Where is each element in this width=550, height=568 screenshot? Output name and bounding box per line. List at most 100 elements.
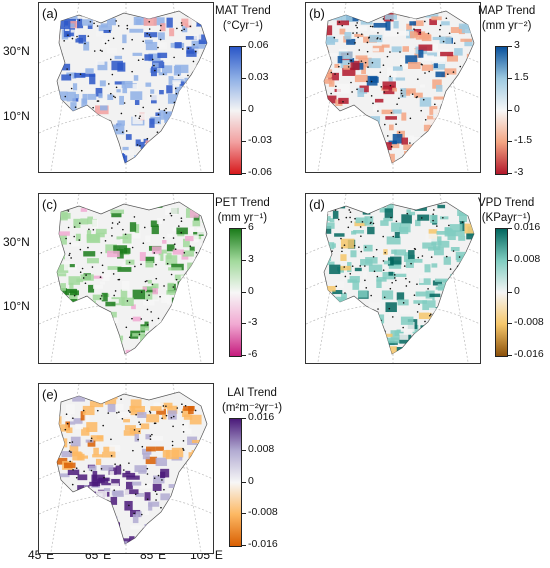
trend-cell — [368, 302, 382, 310]
significance-dot — [461, 330, 463, 333]
trend-cell — [64, 113, 72, 124]
trend-cell — [413, 20, 424, 27]
trend-cell — [87, 514, 99, 522]
trend-cell — [143, 300, 155, 306]
trend-cell — [325, 151, 333, 160]
colorbar-tick — [242, 513, 246, 515]
trend-cell — [198, 461, 207, 470]
significance-dot — [149, 412, 152, 414]
trend-cell — [324, 78, 333, 84]
colorbar-title-line1: VPD Trend — [478, 197, 535, 209]
significance-dot — [128, 336, 131, 339]
trend-cell — [162, 153, 175, 159]
trend-cell — [463, 100, 469, 109]
trend-cell — [324, 222, 335, 229]
significance-dot — [146, 280, 148, 282]
trend-cell — [404, 151, 416, 161]
trend-cell — [343, 65, 350, 70]
trend-cell — [324, 73, 332, 79]
significance-dot — [382, 138, 384, 141]
trend-cell — [87, 440, 96, 447]
significance-dot — [349, 216, 351, 219]
significance-dot — [341, 247, 343, 249]
significance-dot — [456, 272, 459, 274]
trend-cell — [344, 345, 355, 351]
trend-cell — [111, 478, 120, 486]
significance-dot — [132, 449, 134, 452]
trend-cell — [190, 471, 198, 476]
trend-cell — [80, 208, 88, 212]
trend-cell — [90, 160, 105, 163]
trend-cell — [117, 412, 131, 420]
significance-dot — [111, 227, 113, 229]
significance-dot — [72, 498, 75, 500]
trend-cell — [82, 405, 95, 416]
significance-dot — [69, 300, 72, 302]
trend-cell — [353, 230, 365, 234]
trend-cell — [339, 28, 346, 35]
significance-dot — [187, 47, 190, 50]
significance-dot — [420, 109, 423, 112]
trend-cell — [430, 214, 438, 224]
significance-dot — [153, 477, 156, 480]
trend-cell — [98, 93, 103, 99]
significance-dot — [84, 282, 87, 285]
significance-dot — [146, 299, 149, 302]
significance-dot — [157, 317, 160, 320]
significance-dot — [69, 252, 71, 255]
trend-cell — [156, 320, 165, 327]
trend-cell — [450, 347, 458, 354]
significance-dot — [104, 42, 107, 45]
significance-dot — [364, 279, 366, 282]
trend-cell — [393, 273, 407, 277]
trend-cell — [431, 263, 438, 268]
panel-label: (d) — [309, 197, 325, 212]
significance-dot — [389, 287, 392, 290]
trend-cell — [141, 448, 152, 455]
trend-cell — [72, 452, 83, 461]
trend-cell — [438, 114, 445, 124]
significance-dot — [82, 512, 84, 515]
significance-dot — [338, 21, 341, 23]
colorbar-tick — [508, 291, 512, 293]
significance-dot — [418, 303, 420, 306]
trend-cell — [168, 534, 174, 544]
significance-dot — [138, 117, 141, 119]
colorbar-title: LAI Trend (m²m⁻²yr⁻¹) — [222, 386, 282, 416]
colorbar-tick-label: 0.008 — [514, 252, 541, 265]
trend-cell — [444, 68, 457, 75]
trend-cell — [121, 281, 130, 291]
trend-cell — [77, 529, 82, 536]
trend-cell — [188, 16, 197, 26]
trend-cell — [87, 93, 97, 100]
significance-dot — [364, 265, 366, 267]
trend-cell — [190, 327, 203, 334]
trend-cell — [466, 103, 474, 112]
trend-cell — [95, 490, 108, 500]
trend-cell — [324, 285, 336, 292]
significance-dot — [159, 38, 162, 41]
trend-cell — [101, 136, 113, 146]
trend-cell — [366, 143, 378, 152]
significance-dot — [195, 266, 198, 268]
trend-cell — [96, 30, 104, 37]
significance-dot — [416, 283, 418, 285]
significance-dot — [390, 145, 393, 148]
significance-dot — [160, 24, 162, 27]
significance-dot — [372, 102, 374, 105]
trend-cell — [366, 75, 378, 86]
significance-dot — [112, 37, 115, 40]
trend-cell — [125, 349, 131, 354]
trend-cell — [411, 137, 425, 143]
trend-cell — [77, 18, 84, 29]
trend-cell — [145, 434, 151, 440]
trend-cell — [92, 219, 99, 228]
significance-dot — [382, 18, 385, 20]
trend-cell — [98, 530, 109, 536]
trend-cell — [95, 316, 109, 326]
significance-dot — [115, 526, 118, 529]
trend-cell — [353, 348, 359, 354]
trend-cell — [172, 249, 184, 255]
trend-cell — [160, 138, 165, 148]
colorbar-tick-label: 0.008 — [248, 442, 275, 455]
